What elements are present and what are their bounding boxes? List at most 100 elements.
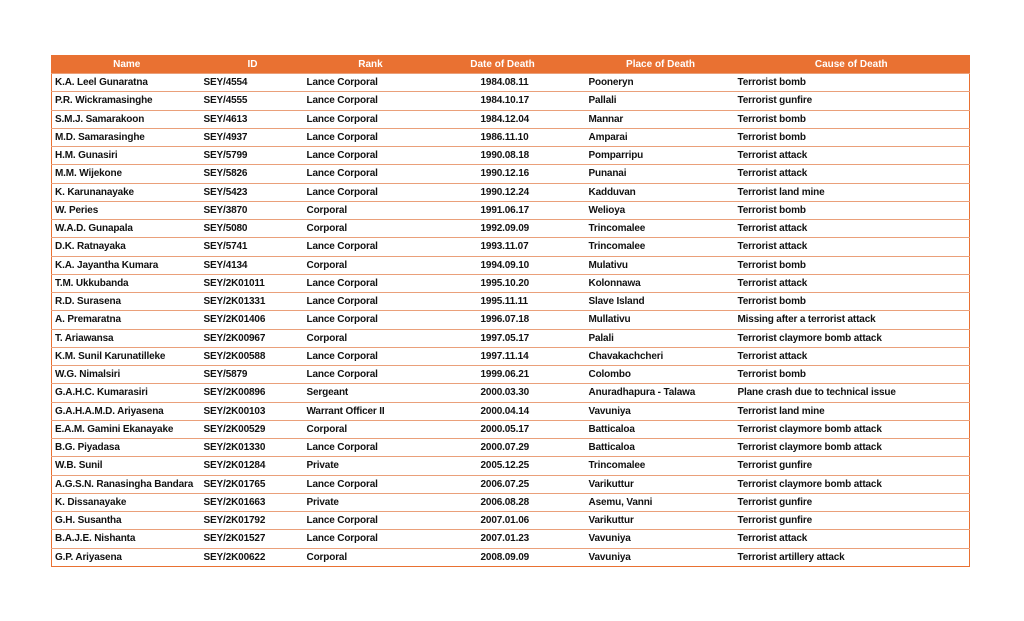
date-cell: 1984.08.11 (437, 72, 568, 92)
table-row: W.B. Sunil SEY/2K01284 Private 2005.12.25 Tr… (51, 456, 970, 475)
table-row: H.M. Gunasiri SEY/5799 Lance Corporal 1990.… (51, 145, 970, 165)
date-cell: 1996.07.18 (437, 310, 568, 329)
table-row: T. Ariawansa SEY/2K00967 Corporal 1997.05.1… (51, 328, 970, 348)
cause-cell: Terrorist gunfire (733, 456, 970, 475)
header-date-of-death: Date of Death (437, 55, 568, 74)
date-cell: 1984.10.17 (437, 91, 568, 110)
place-cell: Mannar (567, 109, 734, 129)
place-cell: Punanai (567, 164, 734, 183)
date-cell: 1992.09.09 (437, 218, 568, 238)
table-row: G.H. Susantha SEY/2K01792 Lance Corporal 20… (51, 510, 970, 530)
rank-cell: Lance Corporal (303, 364, 438, 384)
id-cell: SEY/3870 (201, 200, 304, 220)
cause-cell: Terrorist bomb (733, 200, 970, 220)
table-row: W. Peries SEY/3870 Corporal 1991.06.17 Welio… (51, 200, 970, 220)
cause-cell: Terrorist land mine (733, 182, 970, 202)
place-cell: Colombo (567, 364, 734, 384)
date-cell: 1997.11.14 (437, 346, 568, 366)
rank-cell: Lance Corporal (303, 127, 438, 147)
place-cell: Pooneryn (567, 72, 734, 92)
header-rank: Rank (303, 55, 438, 74)
name-cell: G.A.H.C. Kumarasiri (51, 383, 202, 402)
cause-cell: Terrorist attack (733, 145, 970, 165)
table-row: K.A. Jayantha Kumara SEY/4134 Corporal 1994… (51, 255, 970, 275)
place-cell: Amparai (567, 127, 734, 147)
id-cell: SEY/5879 (201, 364, 304, 384)
id-cell: SEY/2K00896 (201, 383, 304, 402)
place-cell: Batticaloa (567, 419, 734, 439)
name-cell: W.B. Sunil (51, 456, 202, 475)
cause-cell: Terrorist bomb (733, 127, 970, 147)
name-cell: D.K. Ratnayaka (51, 237, 202, 256)
rank-cell: Lance Corporal (303, 437, 438, 457)
name-cell: K.A. Leel Gunaratna (51, 72, 202, 92)
header-cause-of-death: Cause of Death (733, 55, 970, 74)
cause-cell: Terrorist attack (733, 164, 970, 183)
table-row: W.G. Nimalsiri SEY/5879 Lance Corporal 1999… (51, 364, 970, 384)
rank-cell: Lance Corporal (303, 310, 438, 329)
cause-cell: Terrorist attack (733, 237, 970, 256)
cause-cell: Missing after a terrorist attack (733, 310, 970, 329)
cause-cell: Terrorist gunfire (733, 91, 970, 110)
name-cell: G.H. Susantha (51, 510, 202, 530)
name-cell: M.D. Samarasinghe (51, 127, 202, 147)
table-row: M.D. Samarasinghe SEY/4937 Lance Corporal 1… (51, 127, 970, 147)
name-cell: K.M. Sunil Karunatilleke (51, 346, 202, 366)
id-cell: SEY/5080 (201, 218, 304, 238)
table-row: B.G. Piyadasa SEY/2K01330 Lance Corporal 20… (51, 437, 970, 457)
rank-cell: Lance Corporal (303, 273, 438, 293)
table-row: R.D. Surasena SEY/2K01331 Lance Corporal 19… (51, 291, 970, 311)
name-cell: B.G. Piyadasa (51, 437, 202, 457)
id-cell: SEY/4555 (201, 91, 304, 110)
date-cell: 2006.07.25 (437, 474, 568, 494)
place-cell: Batticaloa (567, 437, 734, 457)
name-cell: W. Peries (51, 200, 202, 220)
rank-cell: Lance Corporal (303, 510, 438, 530)
place-cell: Mulativu (567, 255, 734, 275)
date-cell: 2000.05.17 (437, 419, 568, 439)
place-cell: Welioya (567, 200, 734, 220)
rank-cell: Lance Corporal (303, 237, 438, 256)
rank-cell: Corporal (303, 200, 438, 220)
date-cell: 1990.12.16 (437, 164, 568, 183)
name-cell: P.R. Wickramasinghe (51, 91, 202, 110)
header-id: ID (201, 55, 304, 74)
id-cell: SEY/2K00622 (201, 547, 304, 567)
place-cell: Varikuttur (567, 510, 734, 530)
id-cell: SEY/2K01792 (201, 510, 304, 530)
date-cell: 1990.12.24 (437, 182, 568, 202)
cause-cell: Terrorist artillery attack (733, 547, 970, 567)
place-cell: Kadduvan (567, 182, 734, 202)
place-cell: Trincomalee (567, 237, 734, 256)
rank-cell: Lance Corporal (303, 164, 438, 183)
rank-cell: Private (303, 456, 438, 475)
date-cell: 1995.11.11 (437, 291, 568, 311)
place-cell: Varikuttur (567, 474, 734, 494)
id-cell: SEY/4554 (201, 72, 304, 92)
name-cell: T. Ariawansa (51, 328, 202, 348)
id-cell: SEY/5423 (201, 182, 304, 202)
rank-cell: Lance Corporal (303, 72, 438, 92)
header-place-of-death: Place of Death (567, 55, 734, 74)
cause-cell: Terrorist attack (733, 218, 970, 238)
cause-cell: Terrorist bomb (733, 109, 970, 129)
table-row: K.A. Leel Gunaratna SEY/4554 Lance Corpora… (51, 72, 970, 92)
rank-cell: Private (303, 492, 438, 512)
date-cell: 1995.10.20 (437, 273, 568, 293)
date-cell: 1993.11.07 (437, 237, 568, 256)
place-cell: Pomparripu (567, 145, 734, 165)
rank-cell: Warrant Officer II (303, 401, 438, 421)
table-row: B.A.J.E. Nishanta SEY/2K01527 Lance Corpor… (51, 529, 970, 548)
name-cell: G.P. Ariyasena (51, 547, 202, 567)
name-cell: A. Premaratna (51, 310, 202, 329)
rank-cell: Corporal (303, 419, 438, 439)
table-row: P.R. Wickramasinghe SEY/4555 Lance Corpora… (51, 91, 970, 110)
id-cell: SEY/2K00529 (201, 419, 304, 439)
place-cell: Trincomalee (567, 218, 734, 238)
cause-cell: Terrorist attack (733, 273, 970, 293)
rank-cell: Corporal (303, 328, 438, 348)
name-cell: R.D. Surasena (51, 291, 202, 311)
id-cell: SEY/2K01765 (201, 474, 304, 494)
cause-cell: Terrorist bomb (733, 291, 970, 311)
name-cell: K. Karunanayake (51, 182, 202, 202)
